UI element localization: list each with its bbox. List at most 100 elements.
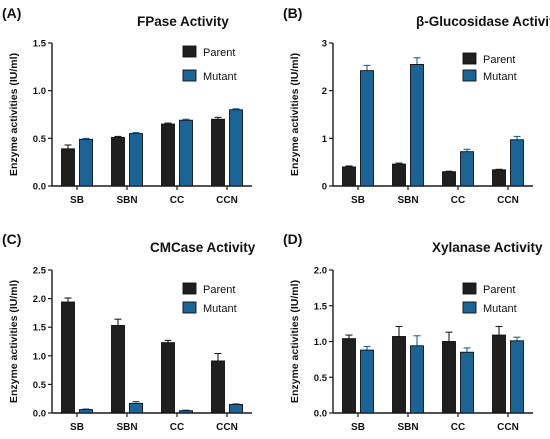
chart-title: β-Glucosidase Activity <box>416 14 550 29</box>
legend-swatch <box>182 69 197 82</box>
y-tick-label: 1.5 <box>33 323 47 334</box>
x-tick-label: CC <box>170 422 184 433</box>
bar-parent <box>392 336 406 414</box>
x-tick-label: CC <box>170 195 184 206</box>
panel-label: (A) <box>2 5 21 21</box>
legend-swatch <box>182 282 197 295</box>
y-tick-label: 0.5 <box>33 380 47 391</box>
y-tick-label: 1.0 <box>33 351 46 362</box>
legend-swatch <box>462 301 477 314</box>
y-tick-label: 0.5 <box>314 373 328 384</box>
y-axis-label: Enzyme activities (IU/ml) <box>289 53 301 176</box>
y-axis-label: Enzyme activities (IU/ml) <box>8 53 20 176</box>
bar-parent <box>342 338 356 414</box>
chart-title: Xylanase Activity <box>432 240 543 255</box>
legend-label: Mutant <box>483 71 517 83</box>
bar-parent <box>111 325 125 414</box>
chart-title: CMCase Activity <box>150 240 256 255</box>
bar-mutant <box>360 349 374 414</box>
bar-mutant <box>460 351 474 414</box>
legend-swatch <box>462 52 477 65</box>
legend-swatch <box>462 69 477 82</box>
x-tick-label: SBN <box>116 195 137 206</box>
legend-label: Parent <box>483 284 515 296</box>
y-tick-label: 3 <box>322 39 327 50</box>
y-tick-label: 2.0 <box>314 266 327 277</box>
panel-label: (C) <box>2 231 21 247</box>
legend-label: Parent <box>483 54 515 66</box>
x-tick-label: SB <box>70 422 84 433</box>
bar-mutant <box>79 138 93 187</box>
bar-mutant <box>410 63 424 187</box>
bar-parent <box>211 118 225 187</box>
x-tick-label: SB <box>70 195 84 206</box>
bar-mutant <box>79 409 93 414</box>
x-tick-label: SBN <box>116 422 137 433</box>
x-tick-label: SB <box>351 422 365 433</box>
legend-label: Mutant <box>203 71 237 83</box>
chart-panel-3: (C) CMCase Activity Enzyme activities (IU/… <box>2 231 256 433</box>
x-tick-label: CC <box>451 195 465 206</box>
y-tick-label: 1.0 <box>33 86 46 97</box>
y-tick-label: 1.0 <box>314 337 327 348</box>
bar-parent <box>111 136 125 187</box>
x-tick-label: SBN <box>397 422 418 433</box>
bar-parent <box>161 342 175 414</box>
y-tick-label: 2 <box>322 86 327 97</box>
y-tick-label: 2.0 <box>33 294 46 305</box>
panel-label: (B) <box>283 5 302 21</box>
chart-panel-2: (B) β-Glucosidase Activity Enzyme activiti… <box>283 5 550 206</box>
x-tick-label: CCN <box>497 422 519 433</box>
legend-swatch <box>182 301 197 314</box>
bar-parent <box>492 169 506 187</box>
y-tick-label: 1 <box>322 134 328 145</box>
y-tick-label: 0.0 <box>314 409 327 420</box>
bar-mutant <box>410 345 424 414</box>
bar-parent <box>442 171 456 187</box>
bar-mutant <box>360 70 374 187</box>
x-tick-label: CC <box>451 422 465 433</box>
legend-label: Mutant <box>203 303 237 315</box>
y-tick-label: 0.0 <box>33 182 46 193</box>
y-tick-label: 0 <box>322 182 327 193</box>
y-axis-label: Enzyme activities (IU/ml) <box>289 280 301 403</box>
bar-parent <box>442 341 456 414</box>
bar-parent <box>161 123 175 187</box>
bar-parent <box>211 360 225 414</box>
bar-parent <box>61 301 75 414</box>
y-tick-label: 2.5 <box>33 266 47 277</box>
x-tick-label: SB <box>351 195 365 206</box>
x-tick-label: SBN <box>397 195 418 206</box>
y-tick-label: 1.5 <box>314 301 328 312</box>
x-tick-label: CCN <box>497 195 519 206</box>
x-tick-label: CCN <box>216 195 238 206</box>
legend-label: Mutant <box>483 303 517 315</box>
chart-title: FPase Activity <box>137 14 229 29</box>
y-tick-label: 0.5 <box>33 134 47 145</box>
legend-label: Parent <box>203 284 235 296</box>
chart-panel-1: (A) FPase Activity Enzyme activities (IU/m… <box>2 5 252 206</box>
x-tick-label: CCN <box>216 422 238 433</box>
bar-mutant <box>510 340 524 414</box>
bar-parent <box>492 334 506 414</box>
bar-parent <box>392 163 406 187</box>
chart-panel-4: (D) Xylanase Activity Enzyme activities (I… <box>283 231 543 433</box>
bar-parent <box>61 148 75 187</box>
bar-mutant <box>179 119 193 187</box>
bar-mutant <box>129 133 143 187</box>
y-axis-label: Enzyme activities (IU/ml) <box>8 280 20 403</box>
panel-label: (D) <box>283 231 302 247</box>
bar-parent <box>342 166 356 187</box>
legend-label: Parent <box>203 47 235 59</box>
bar-mutant <box>460 151 474 187</box>
bar-mutant <box>129 402 143 414</box>
y-tick-label: 1.5 <box>33 39 47 50</box>
bar-mutant <box>510 139 524 187</box>
y-tick-label: 0.0 <box>33 409 46 420</box>
bar-mutant <box>229 403 243 414</box>
bar-mutant <box>179 410 193 414</box>
legend-swatch <box>182 45 197 58</box>
legend-swatch <box>462 282 477 295</box>
